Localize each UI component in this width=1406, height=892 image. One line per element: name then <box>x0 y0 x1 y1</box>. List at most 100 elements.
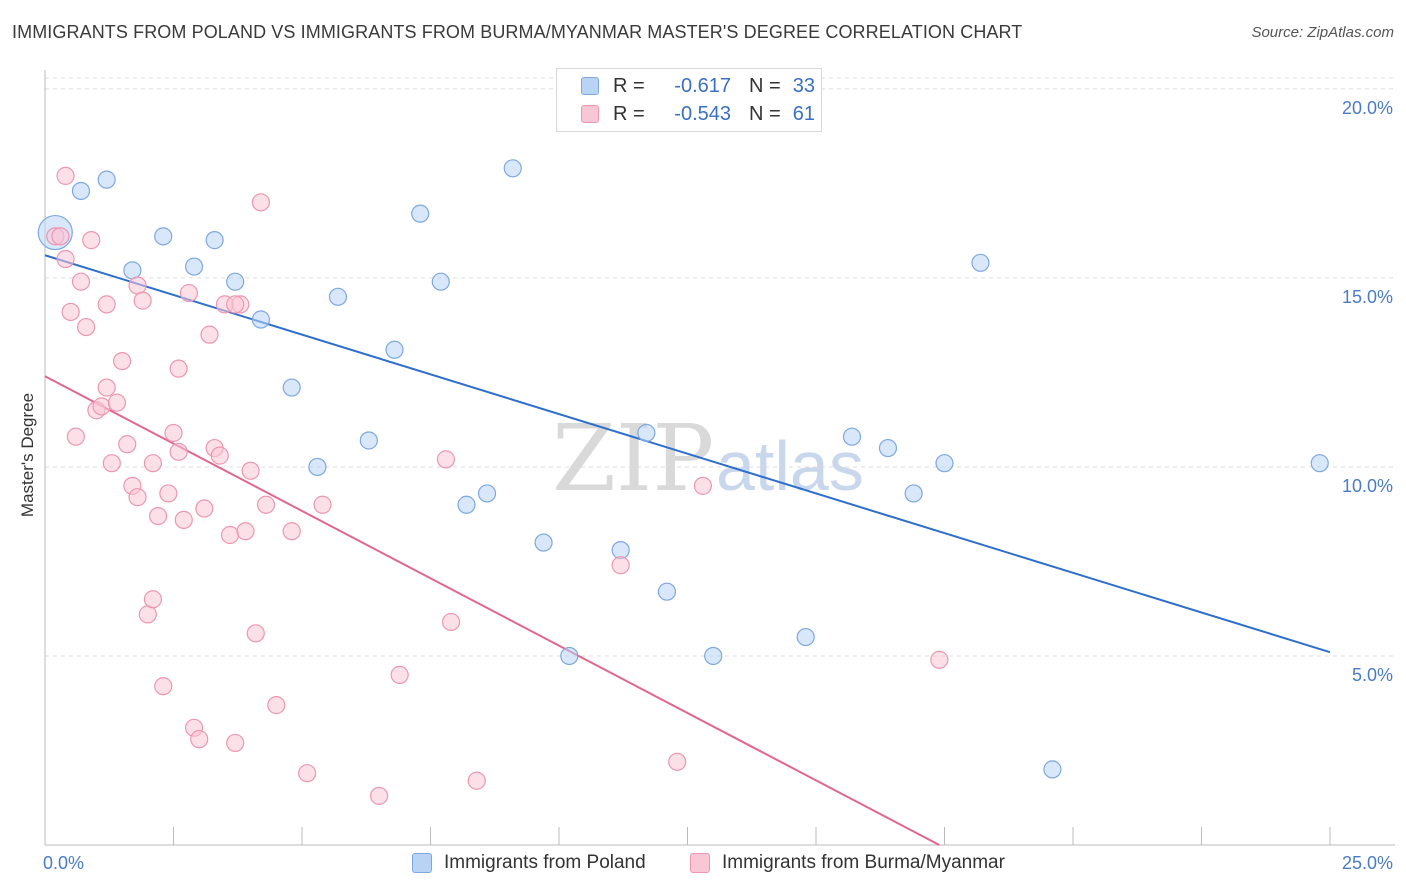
poland-point <box>1043 760 1062 779</box>
burma-point <box>118 435 137 454</box>
burma-point <box>77 317 96 337</box>
burma-point <box>143 454 163 473</box>
poland-point <box>457 495 476 514</box>
burma-point <box>51 227 70 246</box>
burma-point <box>56 166 75 185</box>
watermark-atlas: atlas <box>716 427 864 505</box>
poland-point <box>431 272 450 291</box>
poland-point <box>411 204 430 223</box>
burma-point <box>390 665 409 684</box>
burma-point <box>668 752 687 771</box>
burma-point <box>241 461 260 480</box>
y-tick-labels: 5.0% 10.0% 15.0% 20.0% <box>1342 98 1393 685</box>
burma-point <box>226 733 245 753</box>
y-tick-label: 10.0% <box>1342 476 1393 496</box>
burma-point <box>436 450 456 469</box>
poland-point <box>154 227 173 246</box>
burma-point <box>210 446 229 465</box>
burma-point <box>226 295 245 314</box>
poland-point <box>935 454 954 473</box>
burma-point <box>220 525 240 545</box>
burma-point <box>148 506 168 526</box>
poland-point <box>611 541 630 560</box>
burma-point <box>154 677 173 696</box>
burma-point <box>195 499 214 518</box>
poland-legend-label: Immigrants from Poland <box>444 852 646 873</box>
burma-point <box>102 454 121 473</box>
poland-point <box>534 533 553 552</box>
burma-legend-swatch <box>690 853 710 873</box>
y-tick-label: 5.0% <box>1352 665 1393 685</box>
burma-point <box>107 393 127 412</box>
burma-point <box>56 249 75 269</box>
series-legend: Immigrants from Poland Immigrants from B… <box>0 852 1406 878</box>
legend-item-poland: Immigrants from Poland <box>412 852 646 874</box>
burma-point <box>112 351 132 371</box>
burma-point <box>200 325 219 344</box>
burma-point <box>267 696 286 715</box>
burma-point <box>174 510 193 529</box>
burma-point <box>246 624 265 643</box>
burma-swatch <box>581 105 599 123</box>
poland-point <box>503 159 522 178</box>
poland-point <box>796 627 815 647</box>
poland-swatch <box>581 77 599 95</box>
poland-point <box>226 272 245 291</box>
poland-legend-swatch <box>412 853 432 873</box>
burma-point <box>128 276 147 295</box>
burma-point <box>71 272 91 291</box>
poland-trend-line <box>44 254 1331 654</box>
data-points <box>37 159 1329 805</box>
x-tick-label-max: 25.0% <box>1342 853 1393 873</box>
r-label: R = <box>613 74 645 97</box>
burma-point <box>190 730 209 749</box>
poland-point <box>385 340 404 359</box>
burma-point <box>66 427 85 446</box>
legend-row-poland: R = -0.617 N = 33 <box>581 74 815 98</box>
n-label: N = <box>749 74 781 97</box>
burma-point <box>61 302 80 322</box>
watermark-zip: ZIP <box>552 405 714 512</box>
n-value: 33 <box>792 74 815 97</box>
poland-point <box>123 261 142 280</box>
poland-point <box>308 457 327 477</box>
burma-point <box>92 397 111 416</box>
burma-trend-line <box>44 375 940 846</box>
burma-point <box>370 786 389 805</box>
poland-point <box>1310 454 1329 473</box>
trend-lines <box>44 254 1331 846</box>
n-label: N = <box>749 102 781 125</box>
poland-point <box>97 170 116 189</box>
burma-point <box>97 378 116 397</box>
poland-point <box>477 484 497 503</box>
poland-point <box>657 582 677 601</box>
burma-point <box>282 522 301 541</box>
poland-point <box>842 427 862 446</box>
poland-point <box>704 646 723 666</box>
burma-point <box>82 231 101 250</box>
burma-point <box>128 488 147 507</box>
poland-point <box>359 431 378 450</box>
poland-point <box>251 310 270 329</box>
burma-point <box>169 442 188 461</box>
poland-point <box>282 378 301 397</box>
poland-point <box>184 257 204 276</box>
r-label: R = <box>613 102 645 125</box>
r-value: -0.617 <box>674 74 731 97</box>
x-tick-labels: 0.0% 25.0% <box>43 853 1393 873</box>
poland-point <box>637 423 656 443</box>
burma-point <box>930 650 949 669</box>
burma-point <box>693 476 713 495</box>
legend-item-burma: Immigrants from Burma/Myanmar <box>690 852 1005 874</box>
r-value: -0.543 <box>674 102 731 125</box>
poland-point <box>904 484 923 503</box>
burma-point <box>251 193 270 212</box>
poland-point <box>878 438 898 458</box>
burma-point <box>159 484 178 503</box>
burma-point <box>97 295 116 314</box>
axes <box>44 70 1395 846</box>
correlation-legend: R = -0.617 N = 33 R = -0.543 N = 61 <box>556 68 822 132</box>
poland-point <box>560 646 579 666</box>
poland-point <box>71 181 91 201</box>
